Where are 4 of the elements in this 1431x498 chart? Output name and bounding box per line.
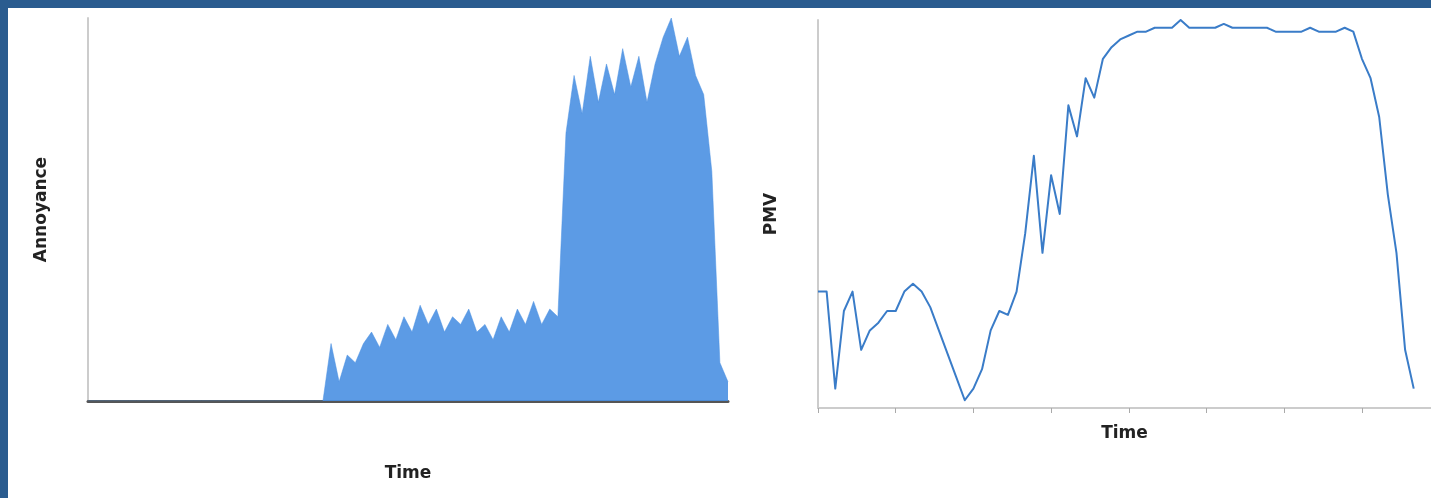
- y-axis-title: PMV: [759, 191, 780, 236]
- y-axis-title: Annoyance: [29, 156, 50, 263]
- x-axis-title: Time: [384, 461, 432, 482]
- x-axis-title: Time: [1101, 421, 1148, 442]
